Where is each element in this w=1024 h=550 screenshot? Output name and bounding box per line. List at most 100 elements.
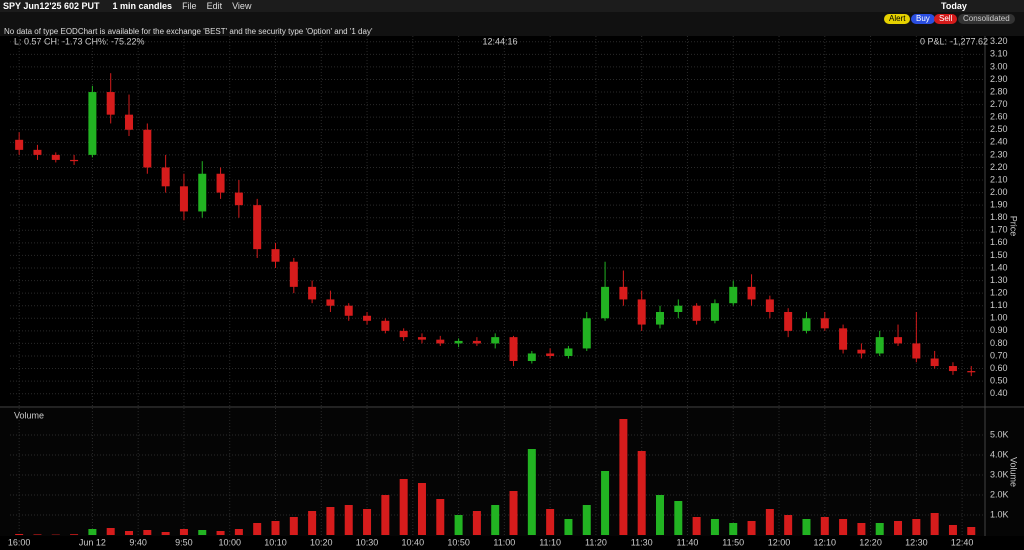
x-tick-label: 11:00 xyxy=(493,537,515,547)
volume-bar xyxy=(894,521,903,535)
candle-body xyxy=(546,353,555,356)
x-tick-label: 12:40 xyxy=(951,537,974,547)
y-tick-label: 1.80 xyxy=(990,212,1008,222)
candle-body xyxy=(289,261,298,287)
y-tick-label: 1.10 xyxy=(990,300,1008,310)
consolidated-button[interactable]: Consolidated xyxy=(958,14,1015,24)
candle-body xyxy=(454,340,463,344)
y-tick-label: 1.60 xyxy=(990,237,1008,247)
x-tick-label: 9:40 xyxy=(129,537,147,547)
candle-body xyxy=(381,320,390,331)
volume-bar xyxy=(289,517,298,535)
interval-select[interactable]: 1 min candles xyxy=(112,1,173,11)
volume-bar xyxy=(692,517,701,535)
volume-bar xyxy=(564,519,573,535)
menu-item[interactable]: File xyxy=(182,1,197,11)
price-axis-title: Price xyxy=(1009,216,1019,237)
x-tick-label: Jun 12 xyxy=(79,537,106,547)
candle-body xyxy=(417,337,426,340)
volume-bar xyxy=(857,523,866,535)
candle-body xyxy=(967,371,976,373)
volume-bar xyxy=(875,523,884,535)
x-tick-label: 10:00 xyxy=(218,537,241,547)
candle-body xyxy=(747,286,756,300)
volume-bar xyxy=(308,511,317,535)
y-tick-label: 2.90 xyxy=(990,74,1008,84)
volume-bar xyxy=(344,505,353,535)
candle-body xyxy=(729,286,738,304)
candle-body xyxy=(70,159,79,162)
candle-body xyxy=(692,305,701,321)
candle-body xyxy=(601,286,610,319)
candle-body xyxy=(948,366,957,372)
x-tick-label: 11:30 xyxy=(631,537,653,547)
x-tick-label: 12:20 xyxy=(859,537,882,547)
volume-bar xyxy=(454,515,463,535)
y-tick-label: 0.90 xyxy=(990,325,1008,335)
menu-item[interactable]: Edit xyxy=(206,1,223,11)
candle-body xyxy=(582,318,591,349)
sell-button[interactable]: Sell xyxy=(934,14,958,24)
volume-bar xyxy=(674,501,683,535)
volume-bar xyxy=(15,534,24,535)
candle-body xyxy=(839,328,848,350)
y-tick-label: 1.20 xyxy=(990,288,1008,298)
volume-bar xyxy=(619,419,628,535)
y-tick-label: 0.40 xyxy=(990,388,1008,398)
y-tick-label: 2.10 xyxy=(990,174,1008,184)
toolbar: SPY Jun12'25 602 PUT 1 min candles File … xyxy=(0,0,1024,12)
volume-bar xyxy=(820,517,829,535)
candle-body xyxy=(619,286,628,300)
y-tick-label: 4.0K xyxy=(990,449,1009,459)
y-tick-label: 0.80 xyxy=(990,338,1008,348)
x-tick-label: 12:30 xyxy=(905,537,928,547)
contract-title[interactable]: SPY Jun12'25 602 PUT xyxy=(3,1,100,11)
volume-bar xyxy=(967,527,976,535)
y-tick-label: 0.70 xyxy=(990,350,1008,360)
y-tick-label: 1.90 xyxy=(990,200,1008,210)
x-tick-label: 12:10 xyxy=(814,537,837,547)
y-tick-label: 2.50 xyxy=(990,124,1008,134)
y-tick-label: 2.40 xyxy=(990,137,1008,147)
y-tick-label: 1.70 xyxy=(990,225,1008,235)
x-tick-label: 10:10 xyxy=(264,537,287,547)
candle-body xyxy=(344,305,353,316)
x-tick-label: 11:20 xyxy=(585,537,607,547)
candle-body xyxy=(88,92,97,155)
notice-bar: No data of type EODChart is available fo… xyxy=(0,12,1024,36)
candle-body xyxy=(308,286,317,300)
volume-bar xyxy=(161,532,170,535)
volume-bar xyxy=(930,513,939,535)
y-tick-label: 2.60 xyxy=(990,112,1008,122)
volume-bar xyxy=(710,519,719,535)
candle-body xyxy=(363,315,372,321)
volume-bar xyxy=(509,491,518,535)
alert-button[interactable]: Alert xyxy=(884,14,911,24)
volume-bar xyxy=(125,531,134,535)
y-tick-label: 3.0K xyxy=(990,469,1009,479)
y-tick-label: 3.10 xyxy=(990,49,1008,59)
candle-body xyxy=(784,311,793,331)
y-tick-label: 1.00 xyxy=(990,313,1008,323)
candle-body xyxy=(674,305,683,312)
candle-body xyxy=(106,92,115,115)
x-tick-label: 10:50 xyxy=(447,537,470,547)
y-tick-label: 0.50 xyxy=(990,375,1008,385)
buy-button[interactable]: Buy xyxy=(911,14,935,24)
candle-body xyxy=(326,299,335,306)
volume-bar xyxy=(802,519,811,535)
chart: 0.40 0.50 0.60 0.70 0.80 0.90 1.00 1.10 1.20 1.30… xyxy=(0,36,1024,547)
range-select[interactable]: Today xyxy=(941,1,967,11)
candle-body xyxy=(436,339,445,344)
volume-bar xyxy=(253,523,262,535)
volume-bar xyxy=(399,479,408,535)
volume-axis-title: Volume xyxy=(1009,457,1019,487)
menu-item[interactable]: View xyxy=(232,1,252,11)
x-tick-label: 10:40 xyxy=(402,537,425,547)
pnl-value: -1,277.62 xyxy=(950,36,988,46)
volume-bar xyxy=(88,529,97,535)
x-tick-label: 12:00 xyxy=(768,537,791,547)
pnl-label: 0 P&L: xyxy=(920,36,947,46)
volume-bar xyxy=(582,505,591,535)
